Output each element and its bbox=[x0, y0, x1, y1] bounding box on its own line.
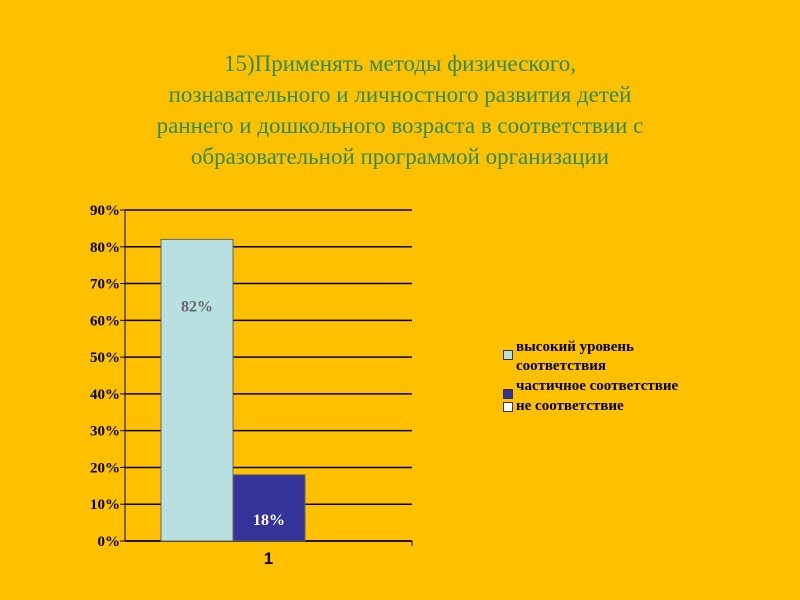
y-tick-label: 50% bbox=[90, 350, 120, 366]
y-tick-label: 10% bbox=[90, 497, 120, 513]
legend-swatch bbox=[503, 350, 513, 360]
chart-legend: высокий уровень соответствия частичное с… bbox=[503, 338, 693, 417]
legend-item: не соответствие bbox=[503, 397, 693, 416]
title-line: раннего и дошкольного возраста в соответ… bbox=[156, 113, 644, 138]
y-tick-label: 90% bbox=[90, 203, 120, 219]
bar bbox=[232, 474, 306, 542]
data-label: 82% bbox=[181, 298, 213, 315]
legend-swatch bbox=[503, 389, 513, 399]
chart-title: 15)Применять методы физического, познава… bbox=[60, 48, 740, 172]
legend-label: частичное соответствие bbox=[516, 378, 679, 394]
y-tick-label: 0% bbox=[98, 534, 121, 550]
legend-label: не соответствие bbox=[516, 398, 624, 414]
bar bbox=[160, 238, 234, 542]
y-tick-label: 40% bbox=[90, 387, 120, 403]
data-label: 18% bbox=[253, 512, 285, 529]
title-line: образовательной программой организации bbox=[190, 144, 610, 169]
legend-item: высокий уровень соответствия bbox=[503, 338, 693, 376]
y-tick-label: 80% bbox=[90, 240, 120, 256]
y-tick-label: 30% bbox=[90, 424, 120, 440]
legend-item: частичное соответствие bbox=[503, 377, 693, 399]
legend-label: высокий уровень соответствия bbox=[516, 339, 634, 374]
legend-swatch bbox=[503, 402, 513, 412]
y-tick-label: 60% bbox=[90, 313, 120, 329]
y-tick-label: 70% bbox=[90, 277, 120, 293]
title-line: 15)Применять методы физического, bbox=[223, 51, 577, 76]
y-tick-label: 20% bbox=[90, 460, 120, 476]
title-line: познавательного и личностного развития д… bbox=[168, 82, 632, 107]
x-tick-label: 1 bbox=[264, 549, 273, 568]
